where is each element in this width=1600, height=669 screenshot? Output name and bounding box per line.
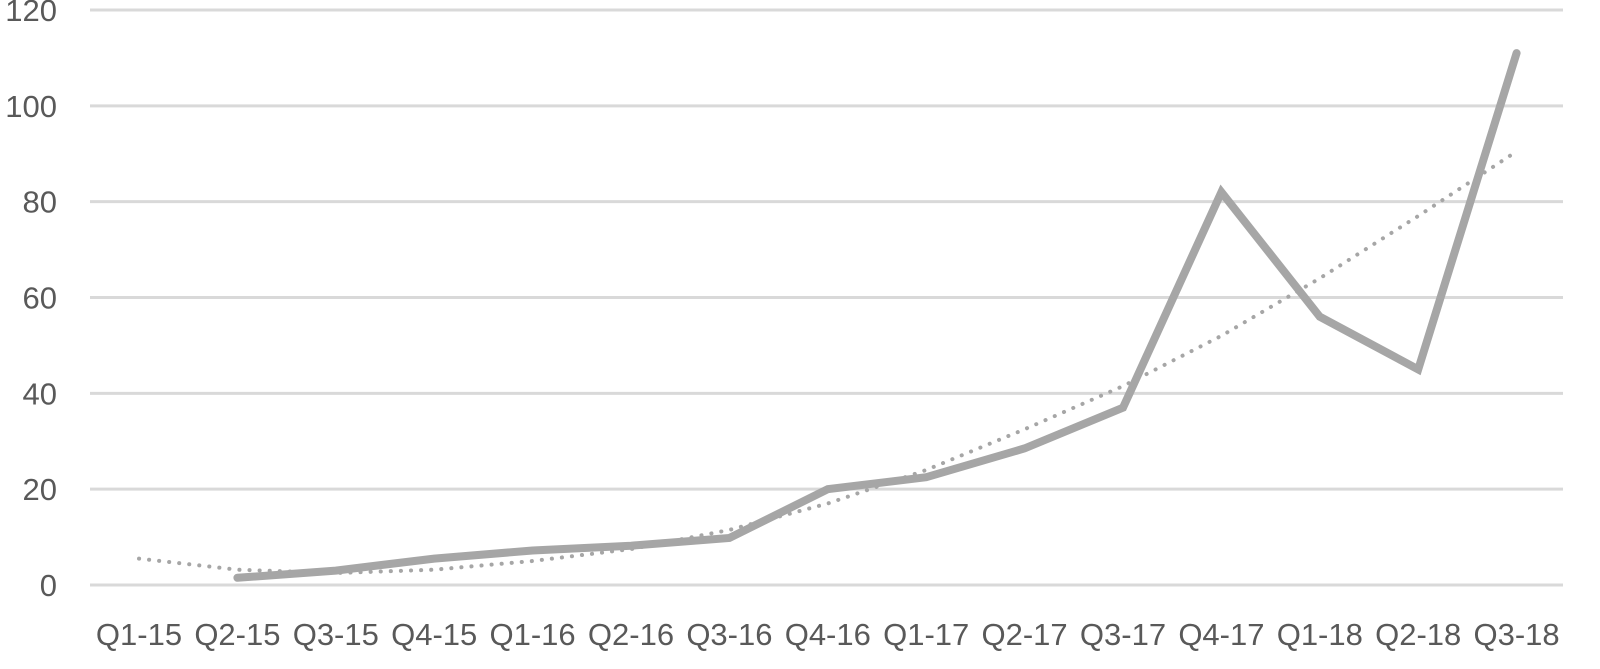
y-tick-label: 100: [5, 89, 57, 124]
series-lines: [137, 49, 1521, 582]
x-tick-label: Q2-18: [1375, 617, 1461, 652]
y-axis-labels: 0 20 40 60 80 100 120: [5, 0, 57, 603]
y-tick-label: 60: [23, 281, 57, 316]
x-tick-label: Q2-15: [194, 617, 280, 652]
x-tick-label: Q4-15: [391, 617, 477, 652]
x-tick-label: Q2-17: [982, 617, 1068, 652]
y-tick-label: 80: [23, 185, 57, 220]
x-tick-label: Q3-18: [1474, 617, 1560, 652]
gridlines: [90, 8, 1563, 587]
y-tick-label: 120: [5, 0, 57, 28]
x-tick-label: Q3-15: [293, 617, 379, 652]
x-tick-label: Q1-17: [883, 617, 969, 652]
trendline: [137, 149, 1519, 576]
x-tick-label: Q2-16: [588, 617, 674, 652]
series-line: [233, 49, 1521, 582]
y-tick-label: 20: [23, 472, 57, 507]
x-tick-label: Q1-15: [96, 617, 182, 652]
x-tick-label: Q3-17: [1080, 617, 1166, 652]
x-axis-labels: Q1-15 Q2-15 Q3-15 Q4-15 Q1-16 Q2-16 Q3-16 Q4-16…: [96, 617, 1560, 652]
x-tick-label: Q1-18: [1277, 617, 1363, 652]
x-tick-label: Q4-16: [785, 617, 871, 652]
x-tick-label: Q1-16: [490, 617, 576, 652]
x-tick-label: Q4-17: [1178, 617, 1264, 652]
y-tick-label: 40: [23, 376, 57, 411]
x-tick-label: Q3-16: [686, 617, 772, 652]
y-tick-label: 0: [40, 568, 57, 603]
